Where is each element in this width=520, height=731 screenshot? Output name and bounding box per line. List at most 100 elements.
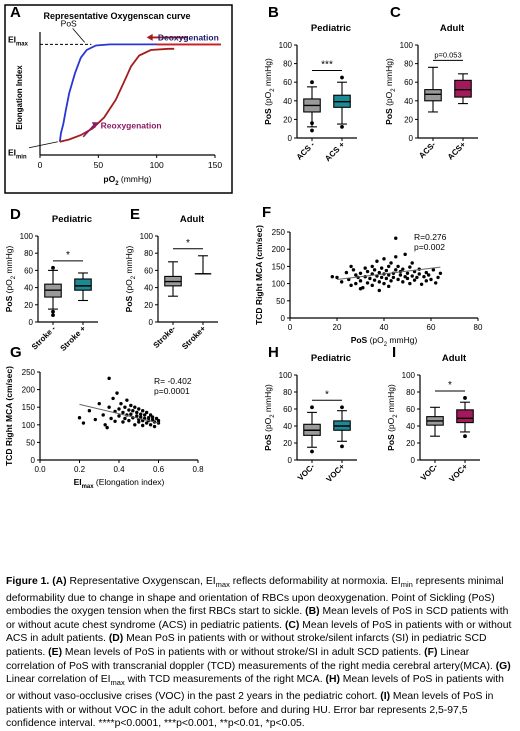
scatter-point bbox=[349, 264, 353, 269]
scatter-point bbox=[403, 252, 407, 257]
label-part: EI bbox=[8, 148, 16, 158]
caption-text: reflects deformability at normoxia. EI bbox=[229, 576, 401, 587]
caption-text: Representative Oxygenscan, EI bbox=[66, 576, 216, 587]
panel-y-tick-label: 20 bbox=[283, 115, 292, 124]
scatter-point bbox=[434, 281, 438, 285]
scatter-point bbox=[426, 273, 431, 277]
scatter-point bbox=[358, 287, 363, 291]
panel-a-x-tick-label: 0 bbox=[38, 160, 43, 170]
scatter-point bbox=[417, 272, 421, 276]
panel-letter-C: C bbox=[390, 4, 401, 21]
panel-g: 0 50 100 150 200 250 0.0 0.2 0.4 0.6 0.8 TCD Right … bbox=[4, 366, 204, 490]
scatter-point bbox=[115, 391, 119, 395]
figure-caption: Figure 1. (A) Representative Oxygenscan,… bbox=[6, 575, 514, 731]
panel-letter-B: B bbox=[268, 4, 279, 21]
panel-y-tick-label: 0 bbox=[149, 318, 154, 327]
scatter-point bbox=[119, 401, 123, 406]
panel-a-x-tick-label: 150 bbox=[208, 160, 222, 170]
scatter-y-tick-label: 50 bbox=[276, 297, 285, 306]
label-part: (pO bbox=[263, 91, 273, 108]
caption-text: Mean levels of PoS in SCD patients with … bbox=[6, 606, 509, 631]
scatter-point bbox=[372, 278, 377, 282]
label-part: PoS bbox=[4, 295, 14, 312]
scatter-point bbox=[365, 281, 370, 285]
scatter-point bbox=[142, 413, 147, 417]
panel-y-tick-label: 80 bbox=[24, 249, 33, 258]
scatter-point bbox=[141, 409, 145, 413]
scatter-point bbox=[351, 268, 356, 272]
label-part: (pO bbox=[386, 417, 396, 434]
scatter-point bbox=[429, 277, 433, 282]
label-part: EI bbox=[74, 477, 82, 487]
scatter-point bbox=[117, 414, 121, 418]
label-part: (pO bbox=[384, 91, 394, 108]
panel-y-label: PoS (pO2 mmHg) bbox=[384, 58, 397, 125]
panel-letter-I: I bbox=[392, 344, 396, 361]
panel-category-label: ACS - bbox=[295, 140, 317, 162]
scatter-point bbox=[81, 421, 86, 425]
label-subscript: 2 bbox=[270, 414, 276, 417]
scatter-y-tick-label: 0 bbox=[281, 314, 286, 323]
scatter-point bbox=[363, 266, 367, 270]
scatter-point bbox=[415, 275, 419, 280]
panel-category-label: VOC- bbox=[419, 462, 440, 483]
panel-i-title: Adult bbox=[442, 353, 467, 364]
caption-text: Mean levels of PoS in patients with or w… bbox=[6, 619, 512, 645]
scatter-point bbox=[152, 424, 157, 429]
box-body bbox=[424, 89, 442, 102]
scatter-point bbox=[372, 268, 377, 272]
caption-panel-ref: (H) bbox=[325, 674, 340, 686]
panel-category-label: ACS + bbox=[323, 140, 346, 163]
label-subscript: 2 bbox=[393, 414, 399, 417]
caption-panel-ref: (F) bbox=[424, 647, 438, 659]
scatter-x-label: PoS (pO2 mmHg) bbox=[351, 335, 418, 348]
label-subscript: 2 bbox=[270, 88, 276, 91]
scatter-x-tick-label: 80 bbox=[474, 323, 483, 332]
scatter-point bbox=[436, 275, 440, 280]
label-subscript: 2 bbox=[115, 181, 119, 187]
panel-y-tick-label: 80 bbox=[406, 388, 415, 397]
box-outlier bbox=[51, 309, 55, 314]
scatter-point bbox=[121, 410, 125, 415]
label-part: PoS bbox=[386, 434, 396, 451]
panel-category-label: Stroke - bbox=[30, 324, 58, 352]
panel-y-tick-label: 100 bbox=[140, 232, 154, 241]
panel-y-tick-label: 0 bbox=[288, 134, 293, 143]
panel-y-tick-label: 40 bbox=[283, 422, 292, 431]
panel-letter-A: A bbox=[10, 4, 21, 21]
box-outlier bbox=[340, 75, 344, 80]
scatter-point bbox=[103, 423, 107, 427]
box-outlier bbox=[310, 121, 314, 126]
scatter-point bbox=[424, 270, 428, 275]
scatter-point bbox=[408, 265, 412, 269]
scatter-point bbox=[129, 403, 133, 408]
scatter-point bbox=[391, 275, 396, 280]
scatter-point bbox=[93, 417, 98, 422]
label-part: mmHg) bbox=[384, 58, 394, 88]
box-body bbox=[456, 409, 474, 424]
scatter-point bbox=[422, 275, 426, 279]
scatter-point bbox=[403, 275, 407, 279]
scatter-x-tick-label: 0 bbox=[288, 323, 293, 332]
scatter-point bbox=[354, 273, 358, 277]
panel-a-reoxy-arrowhead bbox=[91, 122, 99, 129]
panel-y-tick-label: 0 bbox=[288, 456, 293, 465]
scatter-point bbox=[135, 410, 139, 415]
panel-y-tick-label: 20 bbox=[283, 439, 292, 448]
scatter-y-tick-label: 250 bbox=[22, 368, 36, 377]
panel-y-label: PoS (pO2 mmHg) bbox=[4, 246, 17, 313]
scatter-point bbox=[377, 288, 381, 293]
panel-a-eimax-label: EImax bbox=[8, 34, 29, 47]
scatter-point bbox=[121, 420, 125, 424]
scatter-point bbox=[382, 257, 386, 261]
scatter-point bbox=[101, 413, 105, 417]
label-part: mmHg) bbox=[4, 246, 14, 276]
scatter-x-tick-label: 20 bbox=[333, 323, 342, 332]
caption-panel-ref: (G) bbox=[495, 660, 511, 672]
scatter-y-label: TCD Right MCA (cm/sec) bbox=[254, 225, 264, 325]
caption-subscript: max bbox=[215, 580, 230, 590]
scatter-point bbox=[105, 425, 109, 430]
scatter-r-value: R= -0.402 bbox=[154, 376, 192, 386]
